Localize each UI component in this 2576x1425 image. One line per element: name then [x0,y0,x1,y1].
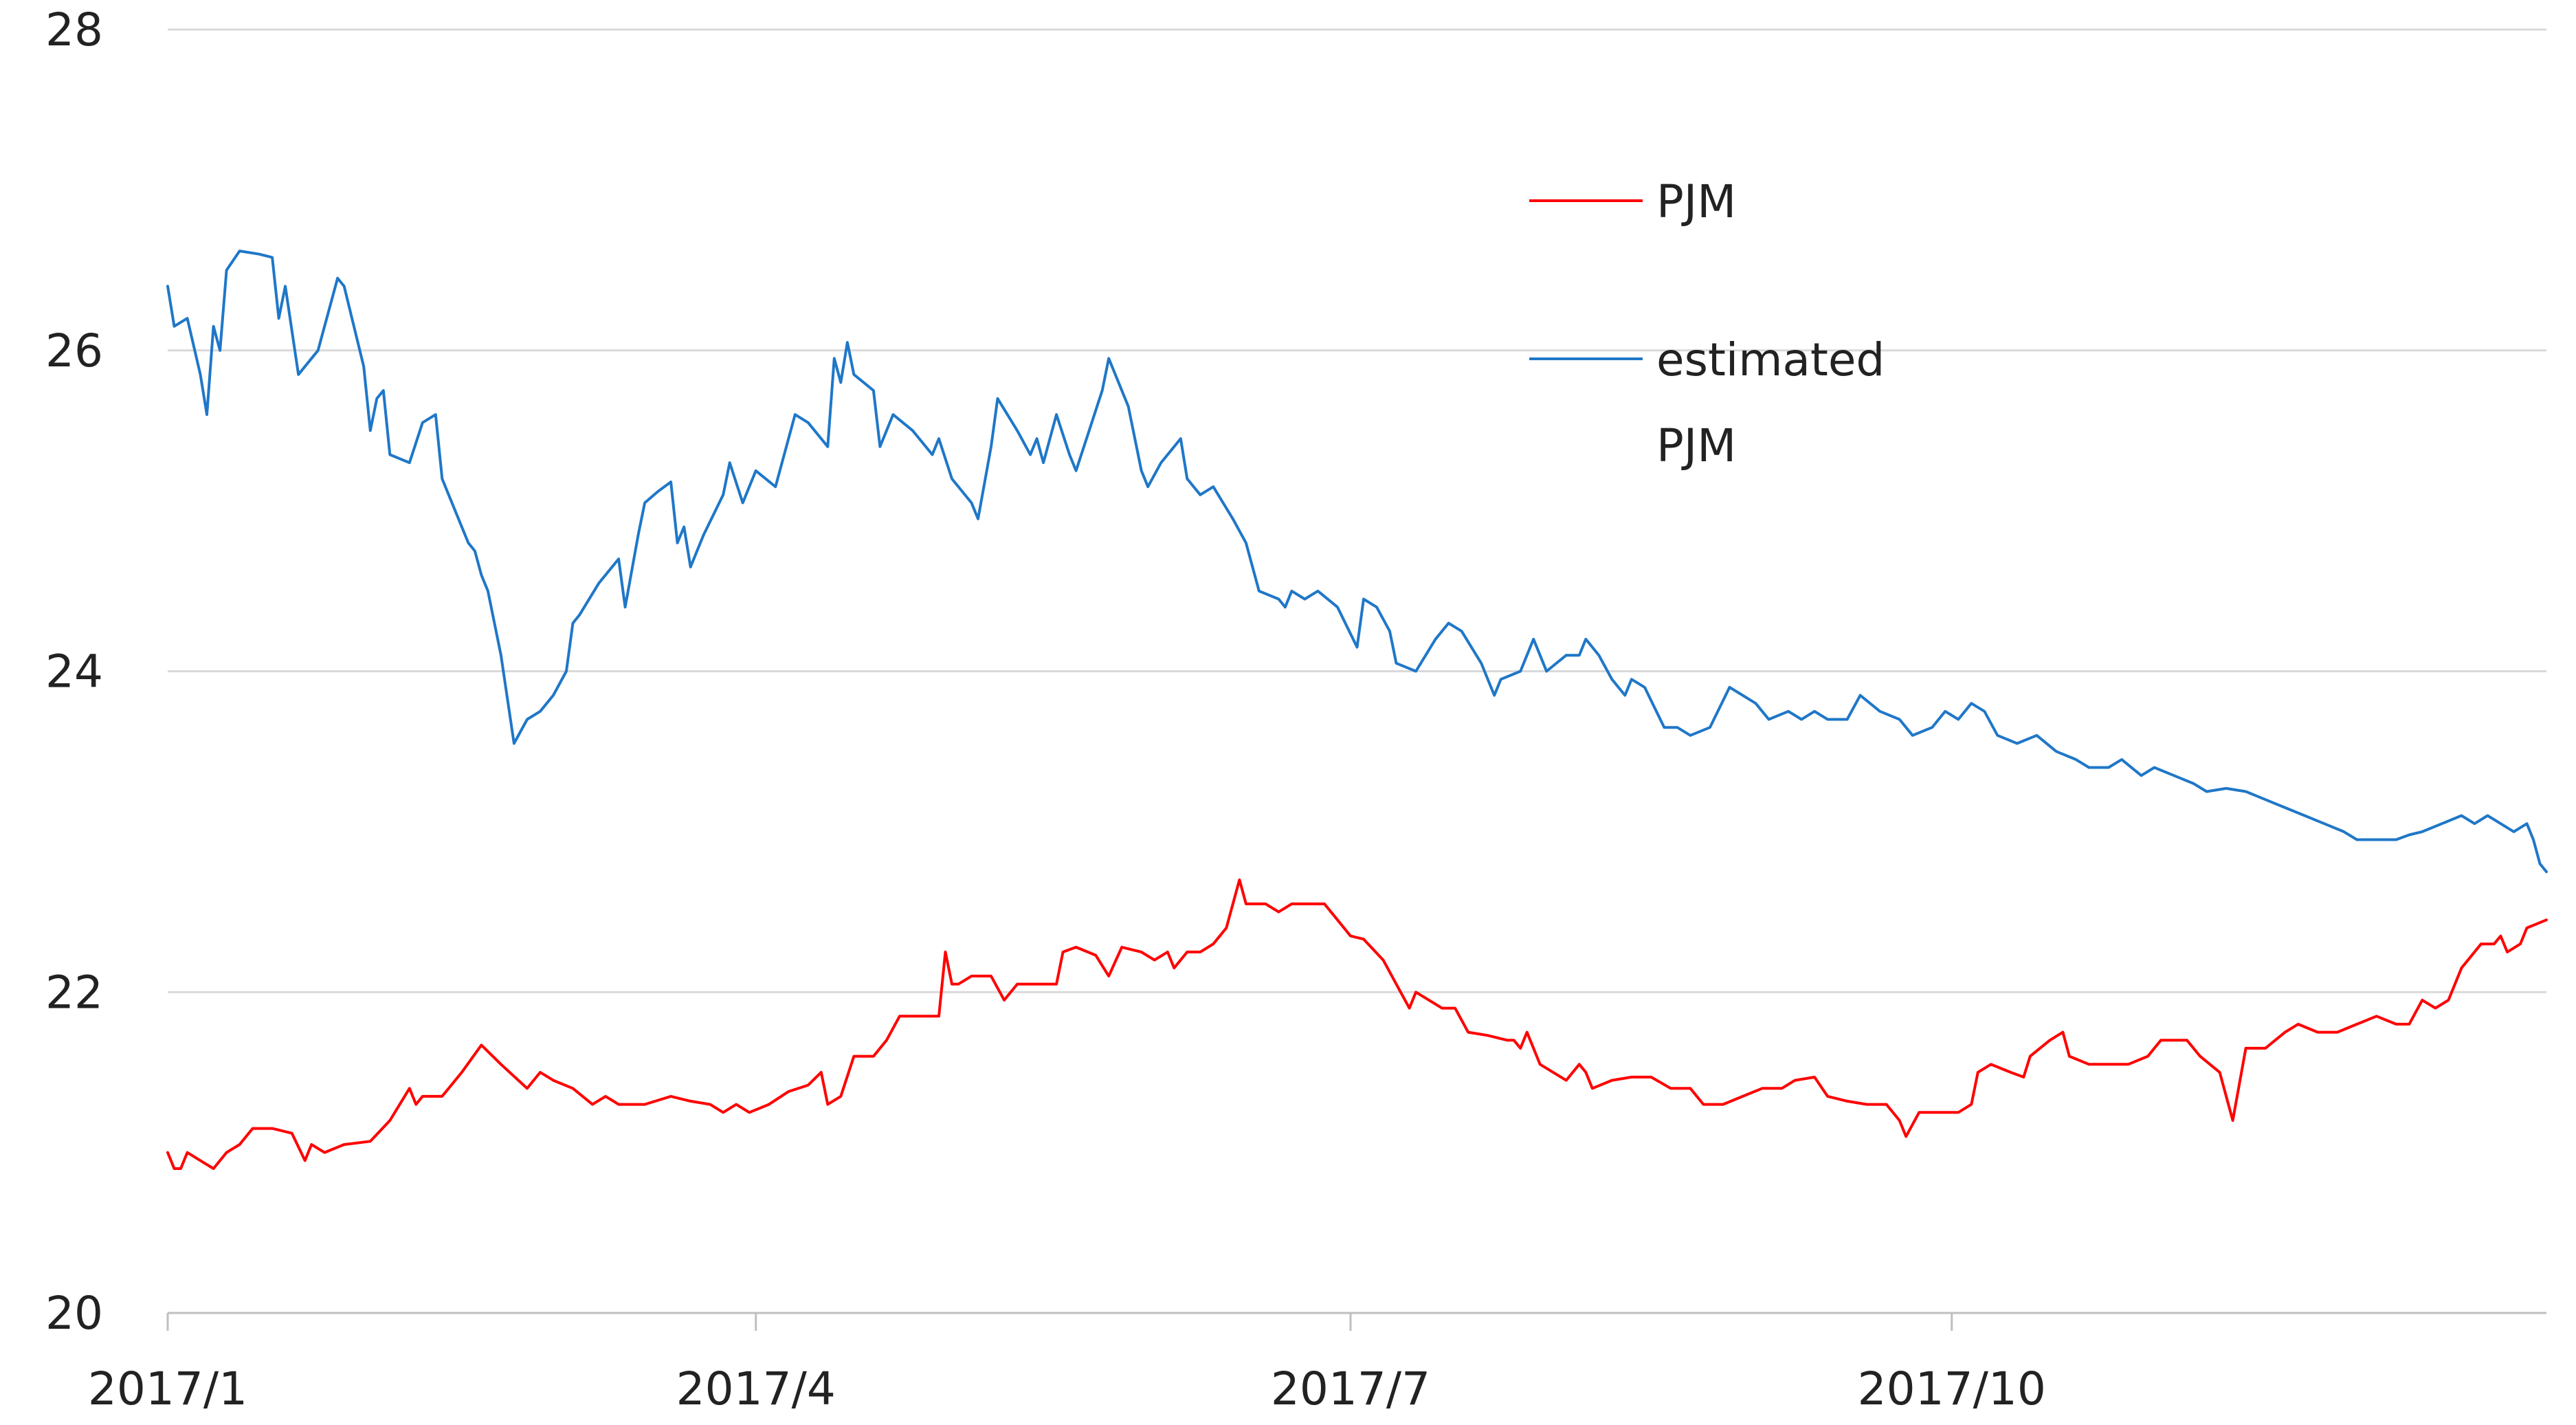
x-tick-label: 2017/10 [1858,1362,2046,1415]
x-tick-label: 2017/1 [88,1362,247,1415]
series-lines [166,250,2548,1170]
axes: 20 22 24 26 28 2017/1 2017/4 2017/7 2017/10 [45,3,2546,1415]
x-tick-label: 2017/7 [1271,1362,1430,1415]
series-line-estimated-pjm [166,250,2548,874]
y-tick-label: 26 [45,324,103,377]
y-tick-label: 28 [45,3,103,56]
y-tick-label: 24 [45,645,103,698]
legend-label: PJM [1656,175,1736,228]
grid-lines [168,28,2546,993]
y-tick-label: 20 [45,1287,103,1340]
series-line-pjm [166,878,2548,1170]
legend: PJM estimated PJM [1529,175,1885,472]
legend-label: estimated [1656,333,1885,386]
y-tick-label: 22 [45,966,103,1019]
legend-label: PJM [1656,419,1736,472]
x-tick-label: 2017/4 [676,1362,836,1415]
